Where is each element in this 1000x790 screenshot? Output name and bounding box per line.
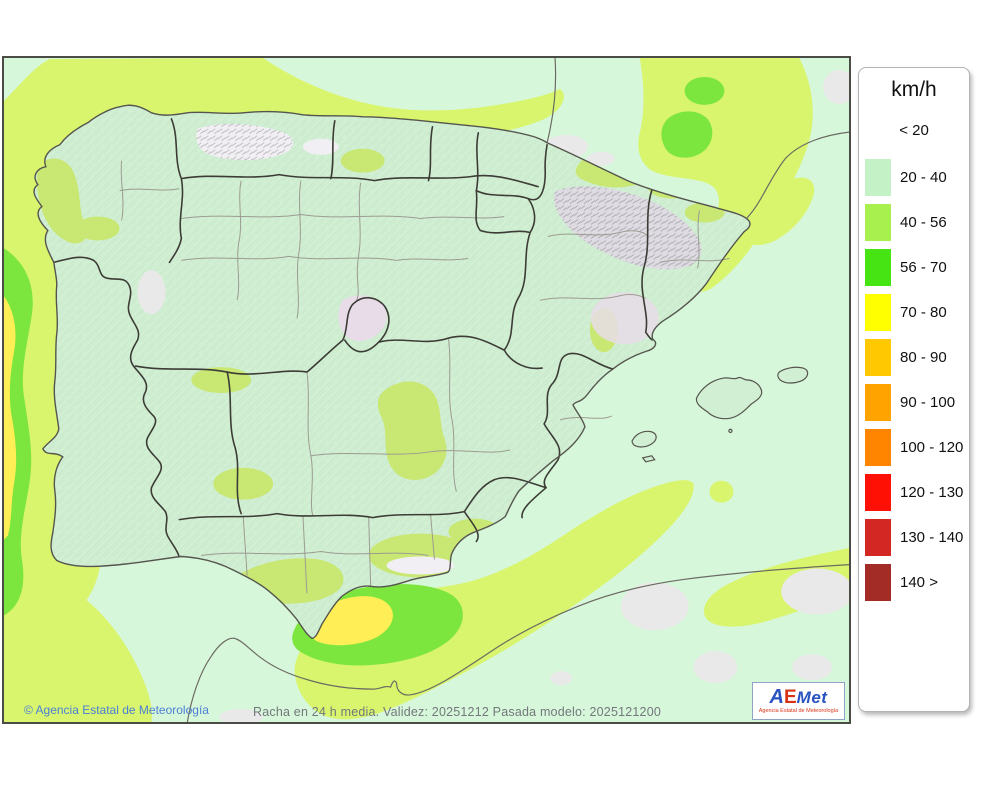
legend-item: 100 - 120 [859, 425, 969, 470]
legend-item-label: 100 - 120 [900, 439, 964, 456]
copyright-notice: © Agencia Estatal de Meteorología [24, 703, 209, 717]
foreign-coastlines [186, 58, 849, 722]
legend-swatch [865, 339, 891, 376]
legend-swatch [865, 294, 891, 331]
legend-item-label: 56 - 70 [900, 259, 947, 276]
legend-rows: 20 - 40 40 - 56 56 - 70 70 - 80 80 - 90 90 - … [859, 155, 969, 605]
legend-swatch [865, 429, 891, 466]
legend-item-label: 80 - 90 [900, 349, 947, 366]
legend-item-label: 140 > [900, 574, 938, 591]
legend-swatch [865, 204, 891, 241]
province-borders [119, 160, 730, 594]
legend-item-label: 130 - 140 [900, 529, 964, 546]
france-atlantic-coast [546, 58, 557, 143]
legend-item-label: 70 - 80 [900, 304, 947, 321]
legend-title: km/h [891, 78, 937, 101]
legend-under-20-label: < 20 [899, 122, 929, 139]
community-borders [134, 118, 654, 543]
legend-item-label: 90 - 100 [900, 394, 956, 411]
balearic-islands [631, 366, 809, 463]
aemet-logo: A E Met Agencia Estatal de Meteorología [752, 682, 845, 720]
legend-item: 80 - 90 [859, 335, 969, 380]
legend-item-label: 40 - 56 [900, 214, 947, 231]
map-canvas [2, 56, 851, 724]
legend-item: 56 - 70 [859, 245, 969, 290]
legend-item: 90 - 100 [859, 380, 969, 425]
aemet-logo-tagline: Agencia Estatal de Meteorología [758, 708, 839, 715]
legend-item-label: 20 - 40 [900, 169, 947, 186]
legend-item: 120 - 130 [859, 470, 969, 515]
legend-swatch [865, 474, 891, 511]
logo-letter-a: A [769, 686, 784, 709]
legend-item: 140 > [859, 560, 969, 605]
logo-letters-met: Met [796, 688, 828, 708]
africa-coastline [186, 564, 849, 722]
logo-letter-e: E [783, 687, 797, 709]
legend-item: 130 - 140 [859, 515, 969, 560]
aemet-logo-wordmark: A E Met [770, 687, 828, 707]
map-caption: Racha en 24 h media. Validez: 20251212 P… [253, 705, 662, 719]
legend-item: 70 - 80 [859, 290, 969, 335]
legend-swatch [865, 564, 891, 601]
legend-item: 40 - 56 [859, 200, 969, 245]
legend-swatch [865, 519, 891, 556]
map-svg [4, 58, 849, 722]
wind-speed-legend: km/h < 20 20 - 40 40 - 56 56 - 70 70 - 80 80… [858, 67, 970, 712]
france-mediterranean-coast [745, 131, 849, 219]
legend-swatch [865, 159, 891, 196]
legend-swatch [865, 384, 891, 421]
legend-item: 20 - 40 [859, 155, 969, 200]
portugal-spain-border [53, 256, 181, 558]
legend-swatch [865, 249, 891, 286]
legend-item-label: 120 - 130 [900, 484, 964, 501]
